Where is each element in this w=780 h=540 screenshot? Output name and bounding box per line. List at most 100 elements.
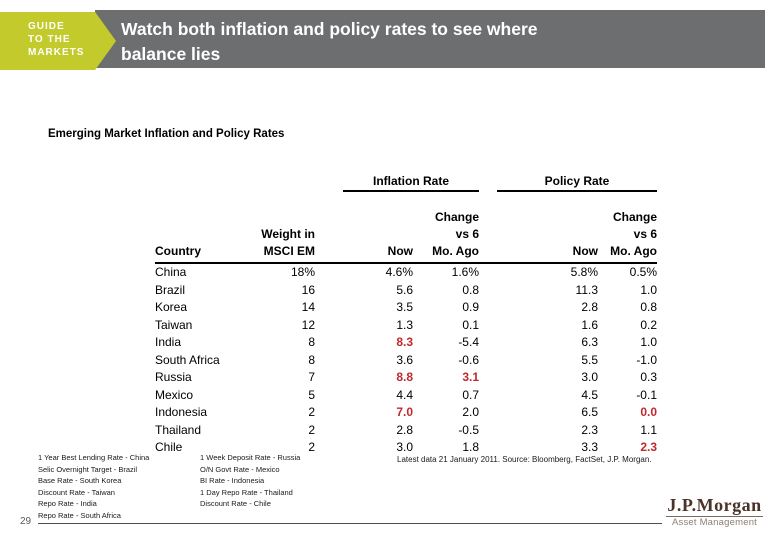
footer-divider (38, 523, 662, 524)
footnote-line: Discount Rate - Chile (200, 499, 271, 509)
footnote-line: Repo Rate - South Africa (38, 510, 121, 520)
em-rates-table: Inflation Rate Policy Rate Country Weigh… (155, 155, 657, 457)
cell-pol_now: 11.3 (575, 282, 598, 297)
column-gap (479, 317, 495, 335)
cell-pol_chg: -0.1 (636, 387, 657, 402)
cell-infl_chg: -0.6 (458, 352, 479, 367)
logo-divider (666, 516, 763, 517)
cell-pol_now: 6.3 (581, 335, 598, 349)
cell-pol_now: 5.5 (581, 352, 598, 367)
cell-infl_now: 3.5 (396, 300, 413, 314)
column-header-weight: Weight in MSCI EM (250, 209, 315, 264)
cell-weight: 12 (301, 317, 315, 332)
jpmorgan-wordmark: J.P.Morgan (667, 495, 762, 515)
table-row: Brazil 16 5.6 0.8 11.3 1.0 (155, 282, 657, 300)
page-title: Watch both inflation and policy rates to… (121, 19, 538, 64)
table-title: Emerging Market Inflation and Policy Rat… (48, 128, 285, 140)
column-gap (479, 263, 495, 282)
cell-pol_chg: 0.5% (629, 265, 657, 279)
inflation-rate-group-label: Inflation Rate (343, 172, 479, 192)
footnote-line: 1 Year Best Lending Rate - China (38, 453, 150, 462)
column-gap (479, 439, 495, 457)
cell-infl_now: 8.8 (396, 370, 413, 384)
cell-country: Mexico (155, 387, 194, 402)
source-note: Latest data 21 January 2011. Source: Blo… (397, 455, 652, 464)
cell-infl_now: 5.6 (396, 282, 413, 297)
footnote-line: 1 Day Repo Rate - Thailand (200, 487, 293, 497)
column-header-inflation-change: Change vs 6 Mo. Ago (413, 209, 479, 264)
table-row: Mexico 5 4.4 0.7 4.5 -0.1 (155, 387, 657, 405)
cell-weight: 5 (308, 387, 315, 402)
footnotes-col2: 1 Week Deposit Rate - Russia O/N Govt Rat… (200, 452, 300, 510)
table-column-header-row: Country Weight in MSCI EM Now Change vs … (155, 209, 657, 264)
cell-weight: 8 (308, 335, 315, 349)
jpmorgan-logo: J.P.Morgan Asset Management (666, 496, 763, 529)
cell-pol_chg: 0.3 (640, 370, 657, 384)
column-gap (479, 299, 495, 317)
footnote-line: O/N Govt Rate - Mexico (200, 464, 280, 474)
cell-country: Indonesia (155, 405, 208, 419)
cell-infl_chg: 0.7 (462, 387, 479, 402)
header-bar (95, 10, 765, 68)
cell-infl_chg: 0.9 (462, 300, 479, 314)
inflation-rate-group: Inflation Rate (315, 155, 479, 209)
cell-infl_chg: 1.8 (462, 440, 479, 454)
cell-weight: 2 (308, 405, 315, 419)
cell-infl_now: 3.6 (396, 352, 413, 367)
table-body: China 18% 4.6% 1.6% 5.8% 0.5% Brazil 16 5.6 0.8 11… (155, 263, 657, 457)
table-row: Indonesia 2 7.0 2.0 6.5 0.0 (155, 404, 657, 422)
table-group-header-row: Inflation Rate Policy Rate (155, 155, 657, 209)
cell-infl_now: 1.3 (396, 317, 413, 332)
cell-infl_chg: 1.6% (451, 265, 479, 279)
table-row: Russia 7 8.8 3.1 3.0 0.3 (155, 369, 657, 387)
cell-infl_now: 3.0 (396, 440, 413, 454)
guide-to-the-markets-badge: GUIDE TO THE MARKETS (0, 12, 116, 70)
cell-pol_now: 3.0 (581, 370, 598, 384)
cell-country: India (155, 335, 182, 349)
cell-country: Taiwan (155, 317, 193, 332)
cell-pol_now: 1.6 (581, 317, 598, 332)
cell-weight: 8 (308, 352, 315, 367)
cell-infl_now: 2.8 (396, 422, 413, 437)
column-header-policy-now: Now (495, 209, 598, 264)
column-gap (479, 369, 495, 387)
cell-country: Russia (155, 370, 192, 384)
cell-infl_chg: 0.8 (462, 282, 479, 297)
footnote-line: Discount Rate - Taiwan (38, 487, 115, 497)
column-gap (479, 334, 495, 352)
cell-weight: 14 (301, 300, 315, 314)
cell-pol_chg: 0.8 (640, 300, 657, 314)
cell-country: Korea (155, 300, 188, 314)
cell-pol_now: 2.8 (581, 300, 598, 314)
column-header-gap (479, 209, 495, 264)
cell-country: Thailand (155, 422, 202, 437)
cell-pol_chg: 0.0 (640, 405, 657, 419)
column-gap (479, 387, 495, 405)
footnote-line: Selic Overnight Target - Brazil (38, 464, 138, 474)
cell-infl_chg: 2.0 (462, 405, 479, 419)
cell-weight: 7 (308, 370, 315, 384)
footnote-line: BI Rate - Indonesia (200, 476, 265, 486)
cell-country: Brazil (155, 282, 186, 297)
footnote-line: Base Rate - South Korea (38, 476, 122, 486)
column-header-policy-change: Change vs 6 Mo. Ago (598, 209, 657, 264)
table-row: Thailand 2 2.8 -0.5 2.3 1.1 (155, 422, 657, 440)
cell-infl_now: 4.4 (396, 387, 413, 402)
cell-pol_chg: 1.0 (640, 282, 657, 297)
footnote-line: Repo Rate - India (38, 499, 97, 509)
policy-rate-group-label: Policy Rate (497, 172, 657, 192)
group-gap (479, 155, 495, 209)
column-gap (479, 352, 495, 370)
cell-infl_chg: 0.1 (462, 317, 479, 332)
cell-pol_chg: 1.1 (640, 422, 657, 437)
table-row: India 8 8.3 -5.4 6.3 1.0 (155, 334, 657, 352)
policy-rate-group: Policy Rate (495, 155, 657, 209)
cell-weight: 18% (290, 265, 315, 279)
cell-pol_now: 3.3 (581, 440, 598, 454)
cell-infl_now: 8.3 (396, 335, 413, 349)
cell-pol_now: 4.5 (581, 387, 598, 402)
cell-weight: 2 (308, 440, 315, 454)
cell-pol_chg: 1.0 (640, 335, 657, 349)
table-row: South Africa 8 3.6 -0.6 5.5 -1.0 (155, 352, 657, 370)
